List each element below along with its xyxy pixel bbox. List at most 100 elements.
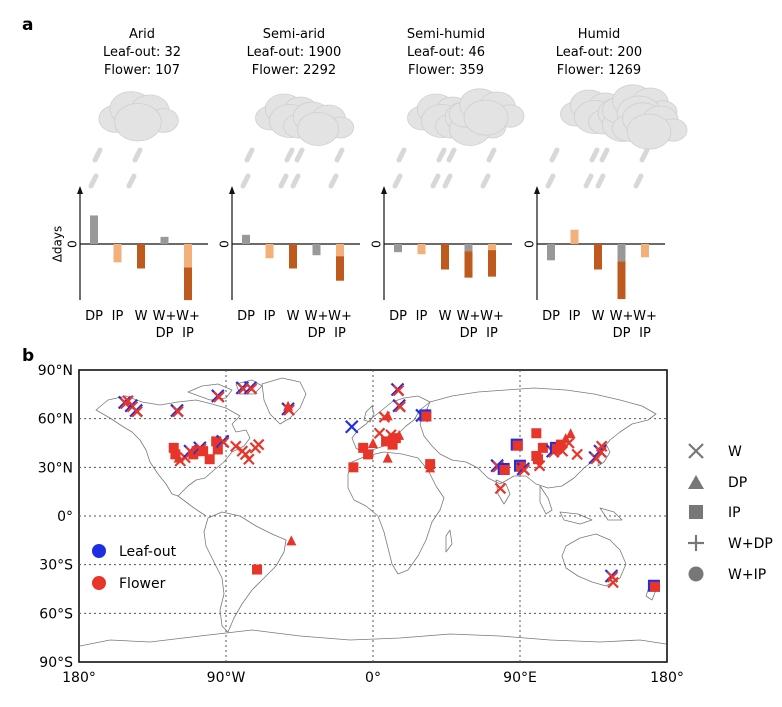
map-point-dp [368,438,378,448]
map-point-ip [198,446,209,457]
map-gridlines [79,370,667,662]
category-label: W+ [633,309,657,324]
legend-marker-wdp-icon [688,535,704,551]
bar-w [137,244,145,269]
category-label: IP [182,326,194,341]
color-legend: Leaf-out Flower [92,544,177,592]
bar-w-ip [641,244,649,258]
rain-icon [442,147,497,189]
map-point-ip [358,442,369,453]
x-tick-label: 180° [650,670,684,686]
map-point-w [590,452,602,465]
category-label: IP [416,309,428,324]
legend-marker-w-icon [688,443,704,459]
coast-asia [419,387,657,489]
map-point-ip [168,442,179,453]
coast-antarctica [79,629,667,647]
map-point-ip [499,464,510,475]
y-axis-label: Δdays [51,226,65,263]
legend-wdp-label: W+DP [728,536,773,552]
bar-w-ip-part2 [488,250,496,277]
bar-w-dp-part1 [617,244,626,262]
bar-ip [265,244,274,259]
map-point-w [213,391,225,403]
map-point-dp [394,429,405,440]
y-tick-label: 30°S [39,558,73,574]
panel-a-label: a [22,15,33,35]
rain-icon [240,147,295,189]
x-tick-label: 90°E [503,670,537,686]
cloud-icon [283,101,355,146]
map-point-ip [363,449,374,460]
rain-icon [88,147,143,189]
legend-dp-label: DP [728,475,747,491]
map-point-ip [387,439,398,450]
category-label: W+ [610,309,634,324]
x-tick-label: 90°W [207,670,246,686]
coast-madagascar [445,529,453,553]
category-label: DP [308,326,326,341]
leaf-out-count: Leaf-out: 46 [407,45,485,60]
bar-w-ip-part2 [184,267,192,301]
map-point-ip [537,442,548,453]
map-point-w [217,436,230,449]
category-label: IP [264,309,276,324]
coast-south-america [203,511,287,633]
coast-uk [363,405,375,423]
bar-w [289,244,297,269]
bar-w [594,244,602,270]
map-point-ip [531,428,542,439]
map-point-w [122,395,134,407]
panel-b-label: b [22,346,34,366]
climate-panel-2: Semi-arid Leaf-out: 1900 Flower: 2292 0 DP IP… [218,27,360,341]
panel-title: Semi-arid [263,27,325,42]
category-label: DP [542,309,560,324]
map-point-w [230,440,242,453]
map-point-ip [555,439,566,450]
map-point-w [131,405,143,418]
leaf-out-count: Leaf-out: 200 [556,45,642,60]
bar-ip [570,229,579,244]
zero-label: 0 [218,240,232,248]
rain-icon [290,147,345,189]
map-point-w [533,459,546,472]
world-coastlines [79,377,667,647]
category-label: DP [237,309,255,324]
y-tick-label: 90°N [38,363,73,379]
flower-legend-dot [92,576,106,590]
map-point-ip [211,436,222,447]
category-label: DP [389,309,407,324]
category-label: W+ [176,309,200,324]
category-label: DP [156,326,174,341]
map-point-w [571,448,583,461]
bar-w-dp [160,236,169,244]
panel-title: Semi-humid [407,27,485,42]
legend-wip-label: W+IP [728,567,766,583]
map-point-w [607,576,619,589]
category-label: W [439,309,452,324]
bar-w-ip-part1 [336,244,344,257]
flower-count: Flower: 359 [408,63,484,78]
x-tick-label: 0° [365,670,381,686]
coast-north-america [95,395,251,497]
coast-africa [347,451,445,575]
bar-w-ip-part2 [336,256,344,281]
coast-central-america [177,495,207,517]
category-label: DP [85,309,103,324]
map-point-w [494,482,507,495]
category-label: IP [569,309,581,324]
category-label: W+ [480,309,504,324]
bar-ip [113,244,122,263]
leaf-out-count: Leaf-out: 32 [103,45,181,60]
marker-legend: W DP IP W+DP W+IP [688,443,773,583]
map-point-w [595,440,608,453]
map-point-ip [204,454,215,465]
map-point-w [563,437,575,449]
rain-icon [392,147,447,189]
y-axis-arrow-icon [381,186,387,194]
